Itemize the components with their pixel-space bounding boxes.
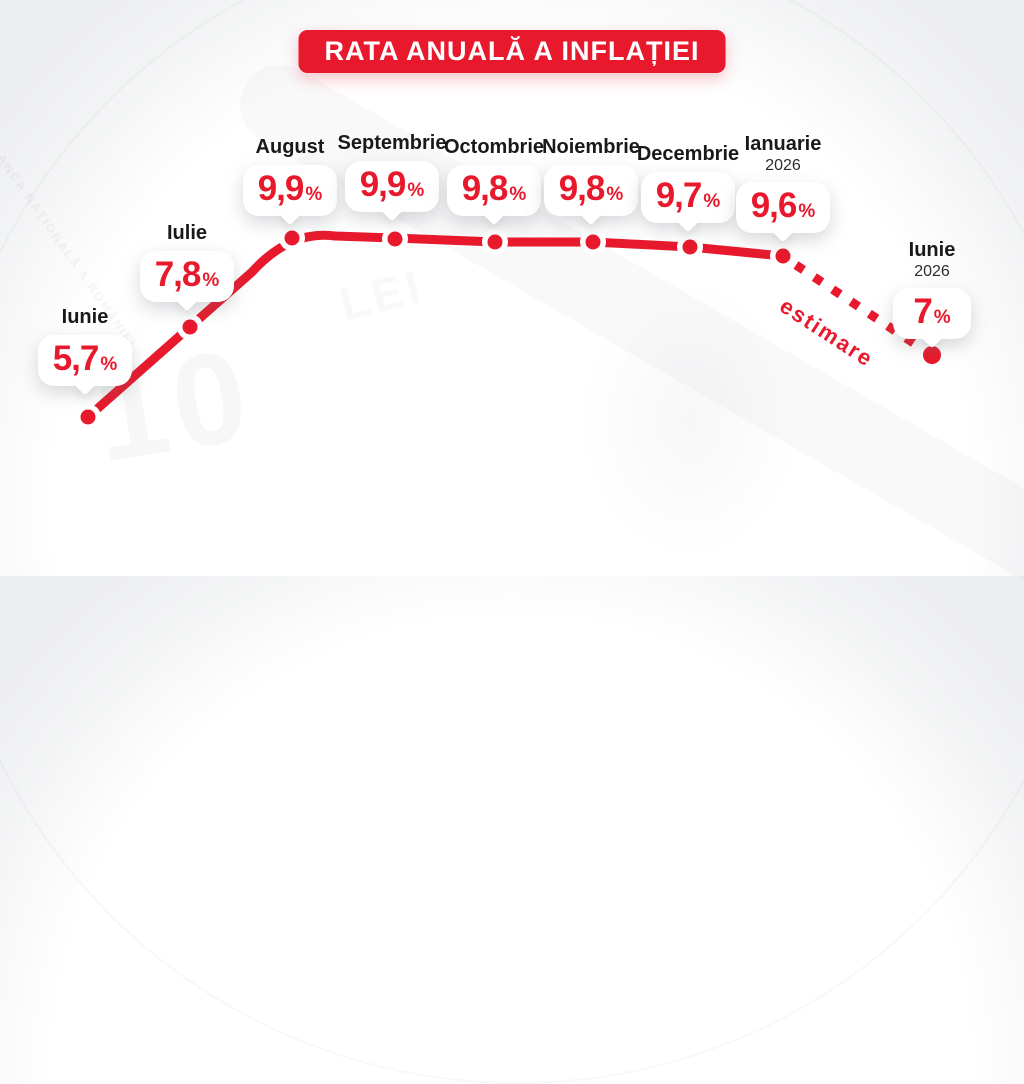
- year-label: 2026: [765, 157, 801, 174]
- dot-octombrie: [482, 229, 508, 255]
- data-point-group-ianuarie-2026: Ianuarie 2026 9,6%: [713, 133, 853, 233]
- percent-sign: %: [798, 201, 816, 222]
- value-bubble: 7,8%: [139, 251, 235, 302]
- data-point-group-septembrie: Septembrie 9,9%: [322, 132, 462, 212]
- month-label: Decembrie: [636, 143, 740, 165]
- percent-sign: %: [703, 191, 721, 212]
- data-point-group-iunie: Iunie 5,7%: [15, 306, 155, 386]
- value-bubble: 9,8%: [543, 165, 639, 216]
- data-point-group-iulie: Iulie 7,8%: [117, 222, 257, 302]
- data-point-group-octombrie: Octombrie 9,8%: [424, 136, 564, 216]
- value-bubble: 5,7%: [37, 335, 133, 386]
- dot-iunie-2026: [919, 342, 945, 368]
- inflation-line-chart: [75, 225, 945, 430]
- percent-sign: %: [407, 180, 425, 201]
- value-bubble: 9,9%: [242, 165, 338, 216]
- value-bubble: 9,8%: [446, 165, 542, 216]
- value-text: 9,7: [655, 176, 703, 215]
- percent-sign: %: [509, 184, 527, 205]
- month-label: Iunie: [908, 239, 956, 261]
- dot-august: [279, 225, 305, 251]
- month-label: Ianuarie: [744, 133, 822, 155]
- data-point-group-noiembrie: Noiembrie 9,8%: [521, 136, 661, 216]
- value-bubble: 7%: [893, 288, 971, 339]
- value-bubble: 9,7%: [640, 172, 736, 223]
- value-text: 9,8: [461, 169, 509, 208]
- dot-septembrie: [382, 226, 408, 252]
- data-point-dots: [75, 225, 945, 430]
- percent-sign: %: [100, 354, 118, 375]
- percent-sign: %: [606, 184, 624, 205]
- percent-sign: %: [933, 307, 951, 328]
- value-bubble: 9,6%: [735, 182, 831, 233]
- dot-noiembrie: [580, 229, 606, 255]
- value-text: 7,8: [154, 255, 202, 294]
- month-label: Iulie: [166, 222, 207, 244]
- year-label: 2026: [914, 263, 950, 280]
- inflation-line-forecast-dotted: [793, 261, 924, 352]
- value-text: 9,8: [558, 169, 606, 208]
- value-bubble: 9,9%: [344, 161, 440, 212]
- month-label: August: [255, 136, 325, 158]
- month-label: Iunie: [61, 306, 109, 328]
- value-text: 5,7: [52, 339, 100, 378]
- month-label: Septembrie: [337, 132, 447, 154]
- month-label: Octombrie: [443, 136, 545, 158]
- dot-iulie: [177, 314, 203, 340]
- data-point-group-august: August 9,9%: [220, 136, 360, 216]
- value-text: 9,9: [359, 165, 407, 204]
- percent-sign: %: [202, 270, 220, 291]
- dot-ianuarie-2026: [770, 243, 796, 269]
- data-point-group-decembrie: Decembrie 9,7%: [618, 143, 758, 223]
- data-point-group-iunie-2026: Iunie 2026 7%: [862, 239, 1002, 339]
- dot-decembrie: [677, 234, 703, 260]
- dot-iunie: [75, 404, 101, 430]
- value-text: 7: [913, 292, 932, 331]
- value-text: 9,9: [257, 169, 305, 208]
- chart-title: RATA ANUALĂ A INFLAȚIEI: [298, 30, 726, 73]
- value-text: 9,6: [750, 186, 798, 225]
- percent-sign: %: [305, 184, 323, 205]
- month-label: Noiembrie: [542, 136, 640, 158]
